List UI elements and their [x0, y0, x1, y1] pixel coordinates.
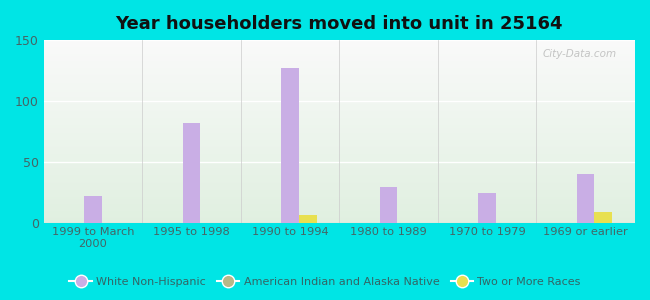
Bar	[577, 174, 594, 223]
Title: Year householders moved into unit in 25164: Year householders moved into unit in 251…	[116, 15, 563, 33]
Text: City-Data.com: City-Data.com	[543, 49, 617, 59]
Legend: White Non-Hispanic, American Indian and Alaska Native, Two or More Races: White Non-Hispanic, American Indian and …	[65, 273, 585, 291]
Bar	[183, 123, 200, 223]
Bar	[594, 212, 612, 223]
Bar	[299, 215, 317, 223]
Bar	[84, 196, 102, 223]
Bar	[380, 187, 397, 223]
Bar	[478, 194, 496, 223]
Bar	[281, 68, 299, 223]
